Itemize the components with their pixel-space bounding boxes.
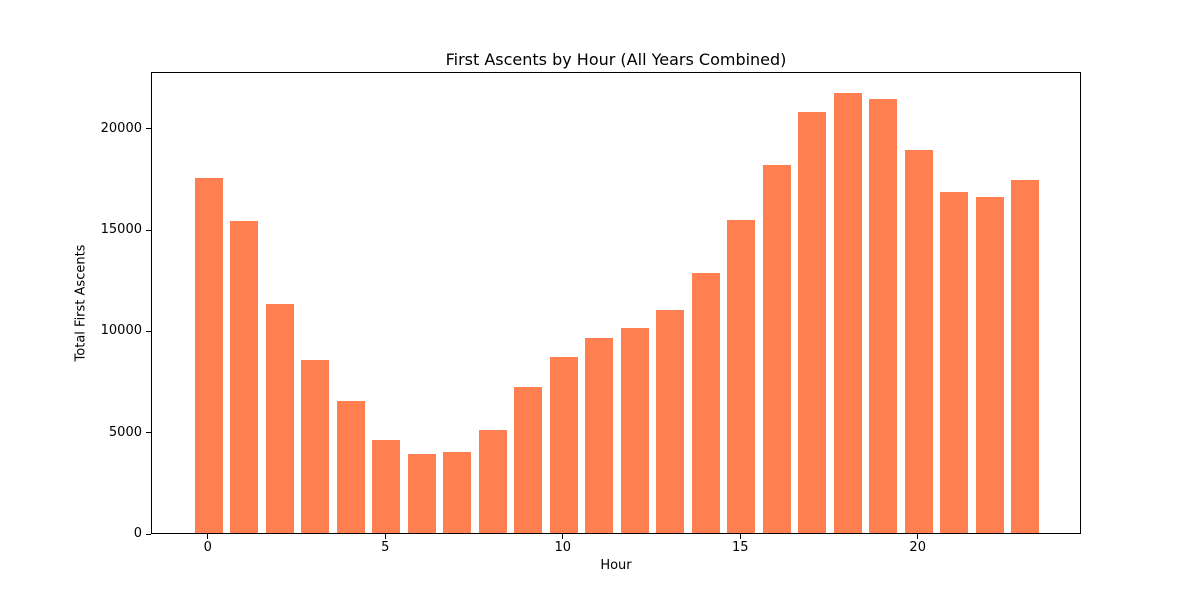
bar-hour-16 [762, 165, 791, 533]
x-tick-label: 5 [381, 540, 390, 555]
y-tick-mark [146, 229, 151, 231]
bar-hour-11 [585, 338, 614, 533]
y-tick-label: 5000 [108, 424, 142, 440]
y-tick-mark [146, 330, 151, 332]
x-tick-label: 10 [554, 540, 572, 555]
bar-hour-1 [230, 220, 259, 533]
x-tick-mark [562, 534, 564, 539]
bar-hour-22 [975, 196, 1004, 533]
bar-hour-20 [904, 150, 933, 533]
bar-hour-9 [514, 387, 543, 533]
bar-hour-17 [798, 111, 827, 533]
bar-hour-23 [1011, 180, 1040, 533]
x-tick-label: 0 [203, 540, 212, 555]
bar-hour-6 [407, 453, 436, 533]
bar-hour-4 [336, 401, 365, 533]
x-tick-mark [917, 534, 919, 539]
x-tick-mark [207, 534, 209, 539]
y-tick-label: 10000 [100, 323, 142, 339]
bar-hour-15 [727, 219, 756, 533]
y-tick-mark [146, 128, 151, 130]
bar-hour-7 [443, 451, 472, 533]
x-axis-label: Hour [600, 558, 632, 573]
bar-hour-5 [372, 439, 401, 533]
bar-hour-19 [869, 99, 898, 533]
bar-hour-8 [478, 429, 507, 533]
y-tick-mark [146, 432, 151, 434]
y-tick-label: 20000 [100, 120, 142, 136]
x-tick-label: 20 [909, 540, 926, 555]
y-tick-label: 15000 [100, 222, 142, 238]
chart-title: First Ascents by Hour (All Years Combine… [445, 50, 787, 69]
bar-hour-3 [301, 359, 330, 533]
bar-hour-21 [940, 191, 969, 533]
x-tick-label: 15 [731, 540, 749, 555]
bar-hour-18 [833, 93, 862, 533]
bar-hour-0 [194, 178, 223, 533]
y-tick-label: 0 [133, 526, 142, 541]
bar-hour-2 [265, 304, 294, 533]
plot-area [151, 72, 1081, 534]
y-tick-mark [146, 533, 151, 535]
bar-hour-10 [549, 356, 578, 533]
x-tick-mark [384, 534, 386, 539]
bar-hour-13 [656, 310, 685, 533]
bar-hour-14 [691, 272, 720, 533]
bar-hour-12 [620, 328, 649, 533]
x-tick-mark [739, 534, 741, 539]
y-axis-label: Total First Ascents [73, 244, 89, 362]
